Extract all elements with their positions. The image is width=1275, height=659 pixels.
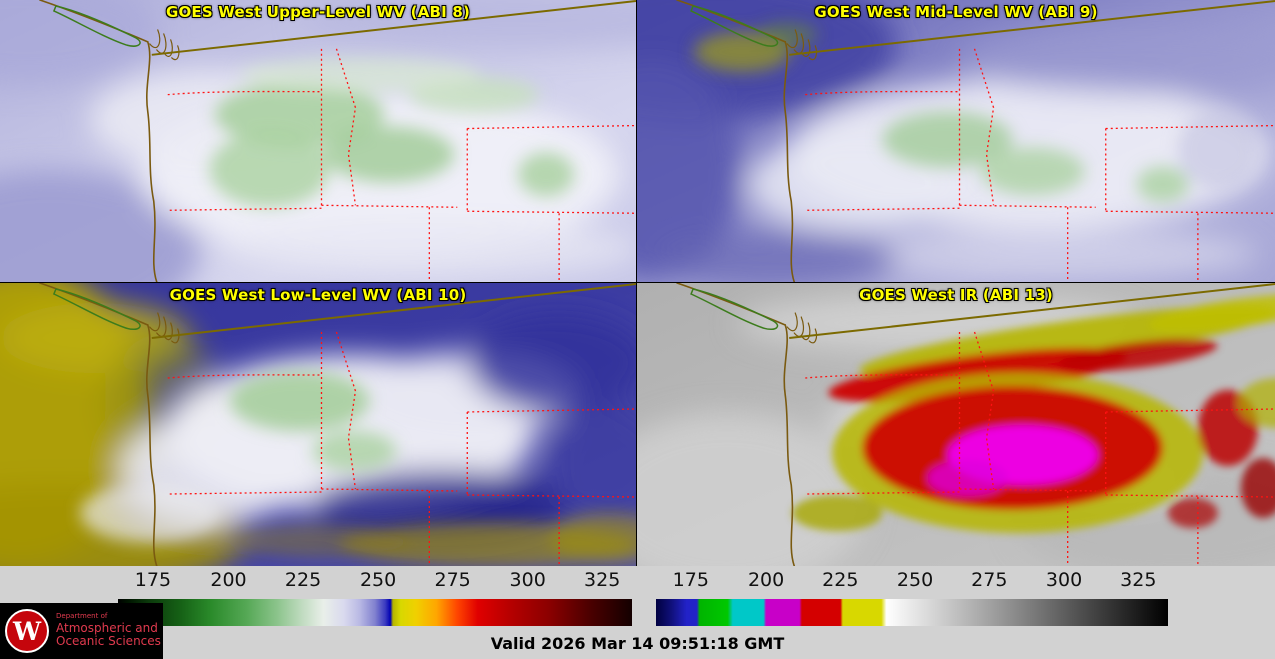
ir-tick-250: 250 (896, 569, 934, 591)
valid-time-label: Valid 2026 Mar 14 09:51:18 GMT (490, 634, 785, 653)
wv-tick-300: 300 (509, 569, 546, 591)
logo-text: Department of Atmospheric and Oceanic Sc… (56, 613, 161, 648)
ir-tick-275: 275 (971, 569, 1008, 591)
footer: 175 200 225 250 275 300 325 175 200 225 … (0, 566, 1275, 659)
wv-tick-225: 225 (284, 569, 322, 591)
panel-mid-level-wv: GOES West Mid-Level WV (ABI 9) (637, 0, 1275, 282)
ir-tick-225: 225 (822, 569, 859, 591)
wv-tick-325: 325 (584, 569, 621, 591)
panel-low-level-wv: GOES West Low-Level WV (ABI 10) (0, 283, 636, 566)
satellite-image-low-wv (0, 283, 636, 566)
wv-tick-275: 275 (434, 569, 471, 591)
colorbar-ir: 175 200 225 250 275 300 325 (656, 566, 1168, 630)
panel-upper-level-wv: GOES West Upper-Level WV (ABI 8) (0, 0, 636, 282)
colorbar-ir-ticks: 175 200 225 250 275 300 325 (656, 566, 1168, 596)
wv-tick-175: 175 (134, 569, 172, 591)
ir-tick-300: 300 (1045, 569, 1083, 591)
satellite-image-ir (637, 283, 1275, 566)
logo-name-line1: Atmospheric and (56, 621, 158, 636)
satellite-image-mid-wv (637, 0, 1275, 282)
colorbar-ir-gradient (656, 599, 1168, 626)
wv-tick-200: 200 (210, 569, 247, 591)
satellite-image-upper-wv (0, 0, 636, 282)
ir-tick-175: 175 (672, 569, 709, 591)
ir-tick-325: 325 (1120, 569, 1157, 591)
ir-tick-200: 200 (747, 569, 785, 591)
colorbar-wv-ticks: 175 200 225 250 275 300 325 (118, 566, 632, 596)
wv-tick-250: 250 (359, 569, 397, 591)
colorbar-wv-gradient (118, 599, 632, 626)
uw-aos-logo: W Department of Atmospheric and Oceanic … (0, 603, 163, 659)
uw-crest-icon: W (5, 609, 49, 653)
logo-dept-line: Department of (56, 612, 108, 621)
colorbar-wv: 175 200 225 250 275 300 325 (118, 566, 632, 630)
crest-letter: W (12, 616, 42, 646)
quad-panel-grid: GOES West Upper-Level WV (ABI 8) (0, 0, 1275, 566)
logo-name-line2: Oceanic Sciences (56, 634, 161, 649)
panel-ir: GOES West IR (ABI 13) (637, 283, 1275, 566)
